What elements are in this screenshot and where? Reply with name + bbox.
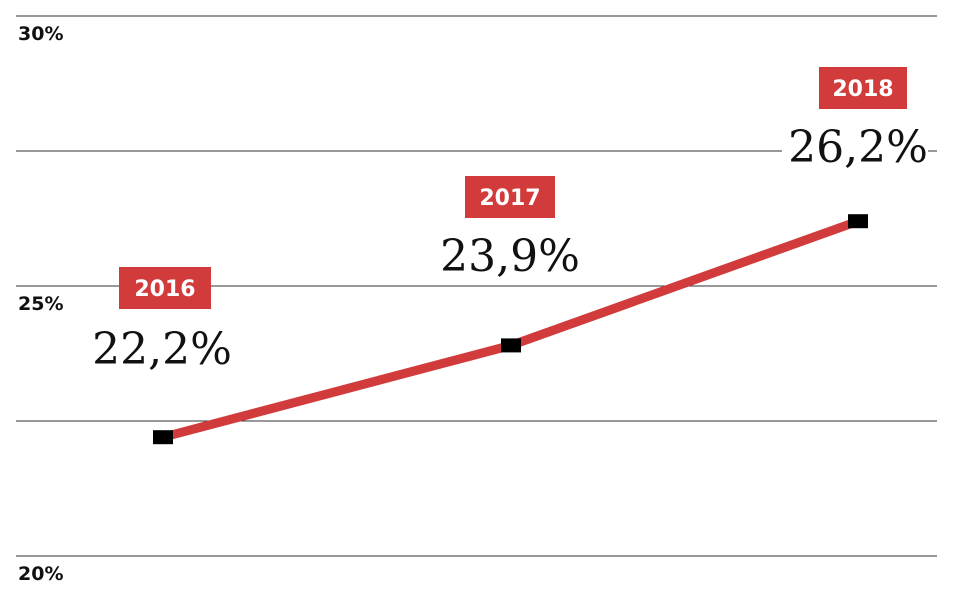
y-tick-label: 30%	[18, 23, 63, 45]
y-tick-label: 20%	[18, 563, 63, 585]
data-labels: 2016 22,2% 2017 23,9% 2018 26,2%	[92, 67, 928, 375]
data-point-marker	[848, 214, 868, 229]
y-axis-tick-labels: 20% 25% 30%	[18, 23, 63, 585]
year-label: 2018	[832, 77, 893, 102]
value-label: 23,9%	[440, 231, 580, 282]
value-label: 22,2%	[92, 324, 232, 375]
year-label: 2016	[134, 277, 195, 302]
label-background	[782, 128, 928, 174]
data-point-marker	[501, 338, 521, 353]
data-point-marker	[153, 430, 173, 445]
year-badge	[119, 267, 211, 309]
y-tick-label: 25%	[18, 293, 63, 315]
year-badge	[819, 67, 907, 109]
year-label: 2017	[479, 186, 540, 211]
year-badge	[465, 176, 555, 218]
series-layer	[153, 214, 868, 445]
value-label: 26,2%	[788, 122, 928, 173]
